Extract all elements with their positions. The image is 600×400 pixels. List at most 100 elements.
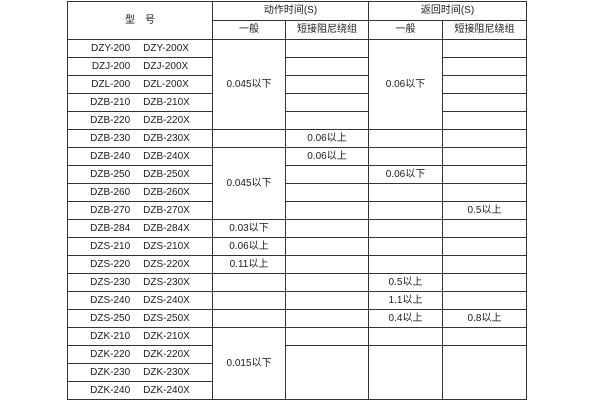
table-row: DZJ-200 DZJ-200X xyxy=(67,57,527,76)
model-cell: DZB-220 DZB-220X xyxy=(67,111,213,130)
model-name-x: DZB-270X xyxy=(143,204,190,216)
model-cell: DZB-240 DZB-240X xyxy=(67,147,213,166)
model-cell: DZL-200 DZL-200X xyxy=(67,75,213,94)
return-damping-cell xyxy=(442,183,527,202)
table-header: 型 号 动作时间(S) 返回时间(S) 一般 短接阻尼绕组 一般 短接阻尼绕组 xyxy=(67,1,527,40)
model-name: DZS-250 xyxy=(90,312,131,324)
model-name: DZK-210 xyxy=(90,330,131,342)
header-return-general: 一般 xyxy=(368,20,443,40)
return-general-cell: 0.06以下 xyxy=(368,165,443,184)
table-row: DZB-284 DZB-284X 0.03以下 xyxy=(67,219,527,238)
model-name: DZB-220 xyxy=(90,114,131,126)
action-damping-cell xyxy=(285,111,369,130)
action-damping-cell xyxy=(285,165,369,184)
action-damping-cell xyxy=(285,273,369,292)
table-row: DZB-220 DZB-220X xyxy=(67,111,527,130)
table-row: DZS-210 DZS-210X 0.06以上 xyxy=(67,237,527,256)
model-name: DZS-240 xyxy=(90,294,131,306)
action-damping-cell xyxy=(285,75,369,94)
return-general-cell xyxy=(368,219,443,238)
table-row: DZB-240 DZB-240X 0.045以下 0.06以上 xyxy=(67,147,527,220)
return-general-cell xyxy=(368,129,443,148)
return-damping-cell xyxy=(442,327,527,346)
return-damping-cell xyxy=(442,93,527,112)
model-cell: DZB-270 DZB-270X xyxy=(67,201,213,220)
model-name: DZY-200 xyxy=(91,42,131,54)
return-damping-cell xyxy=(442,75,527,94)
return-general-cell: 0.4以上 xyxy=(368,309,443,328)
model-name-x: DZS-220X xyxy=(143,258,190,270)
table-row: DZS-250 DZS-250X 0.4以上 0.8以上 xyxy=(67,309,527,328)
model-name: DZB-270 xyxy=(90,204,131,216)
table-row: DZY-200 DZY-200X 0.045以下 0.06以下 xyxy=(67,39,527,130)
model-name-x: DZB-284X xyxy=(143,222,190,234)
model-cell: DZB-230 DZB-230X xyxy=(67,129,213,148)
table-row: DZS-220 DZS-220X 0.11以上 xyxy=(67,255,527,274)
action-damping-cell: 0.06以上 xyxy=(285,129,369,148)
model-name-x: DZK-220X xyxy=(143,348,190,360)
model-name-x: DZS-210X xyxy=(143,240,190,252)
return-damping-cell xyxy=(442,165,527,184)
model-name-x: DZB-220X xyxy=(143,114,190,126)
model-cell: DZB-260 DZB-260X xyxy=(67,183,213,202)
action-damping-cell xyxy=(285,255,369,274)
return-damping-cell xyxy=(442,345,527,400)
relay-timing-table: 型 号 动作时间(S) 返回时间(S) 一般 短接阻尼绕组 一般 短接阻尼绕组 … xyxy=(67,1,527,400)
table-row: DZB-210 DZB-210X xyxy=(67,93,527,112)
model-cell: DZY-200 DZY-200X xyxy=(67,39,213,58)
action-damping-cell xyxy=(285,309,369,328)
model-name-x: DZK-210X xyxy=(143,330,190,342)
table-row: DZK-240 DZK-240X xyxy=(67,381,527,400)
action-damping-cell: 0.06以上 xyxy=(285,147,369,166)
header-row-subcolumns: 一般 短接阻尼绕组 一般 短接阻尼绕组 xyxy=(68,20,527,40)
model-name-x: DZB-240X xyxy=(143,150,190,162)
action-damping-cell xyxy=(285,327,369,346)
action-general-cell xyxy=(212,309,286,328)
table-row: DZK-210 DZK-210X 0.015以下 xyxy=(67,327,527,400)
action-general-cell: 0.06以上 xyxy=(212,237,286,256)
header-action-damping: 短接阻尼绕组 xyxy=(285,20,369,40)
return-damping-cell xyxy=(442,255,527,274)
action-general-cell xyxy=(212,273,286,292)
table-row: DZB-270 DZB-270X 0.5以上 xyxy=(67,201,527,220)
return-general-cell xyxy=(368,255,443,274)
return-damping-cell xyxy=(442,57,527,76)
return-general-cell xyxy=(368,237,443,256)
action-damping-cell xyxy=(285,93,369,112)
header-row-groups: 型 号 动作时间(S) 返回时间(S) xyxy=(67,1,527,40)
table-row: DZB-230 DZB-230X 0.06以上 xyxy=(67,129,527,148)
return-general-cell: 1.1以上 xyxy=(368,291,443,310)
action-general-cell: 0.045以下 xyxy=(212,39,286,130)
model-name: DZB-250 xyxy=(90,168,131,180)
model-name-x: DZK-230X xyxy=(143,366,190,378)
return-damping-cell xyxy=(442,219,527,238)
header-action-general: 一般 xyxy=(212,20,286,40)
return-damping-cell xyxy=(442,147,527,166)
model-name: DZS-230 xyxy=(90,276,131,288)
action-damping-cell xyxy=(285,237,369,256)
table-row: DZK-220 DZK-220X xyxy=(67,345,527,400)
model-cell: DZS-210 DZS-210X xyxy=(67,237,213,256)
return-general-cell xyxy=(368,183,443,202)
model-name: DZL-200 xyxy=(91,78,131,90)
model-cell: DZK-230 DZK-230X xyxy=(67,363,213,382)
return-general-cell: 0.5以上 xyxy=(368,273,443,292)
model-cell: DZS-240 DZS-240X xyxy=(67,291,213,310)
return-damping-cell xyxy=(442,237,527,256)
model-name: DZK-240 xyxy=(90,384,131,396)
model-cell: DZK-220 DZK-220X xyxy=(67,345,213,364)
model-name-x: DZS-240X xyxy=(143,294,190,306)
model-name-x: DZB-210X xyxy=(143,96,190,108)
model-cell: DZJ-200 DZJ-200X xyxy=(67,57,213,76)
table-row: DZB-260 DZB-260X xyxy=(67,183,527,202)
action-general-cell: 0.11以上 xyxy=(212,255,286,274)
action-damping-cell xyxy=(285,219,369,238)
model-name-x: DZJ-200X xyxy=(143,60,189,72)
header-model: 型 号 xyxy=(67,1,213,40)
table-row: DZB-250 DZB-250X 0.06以下 xyxy=(67,165,527,184)
action-general-cell: 0.045以下 xyxy=(212,147,286,220)
model-cell: DZS-220 DZS-220X xyxy=(67,255,213,274)
model-name: DZB-260 xyxy=(90,186,131,198)
return-damping-cell: 0.8以上 xyxy=(442,309,527,328)
